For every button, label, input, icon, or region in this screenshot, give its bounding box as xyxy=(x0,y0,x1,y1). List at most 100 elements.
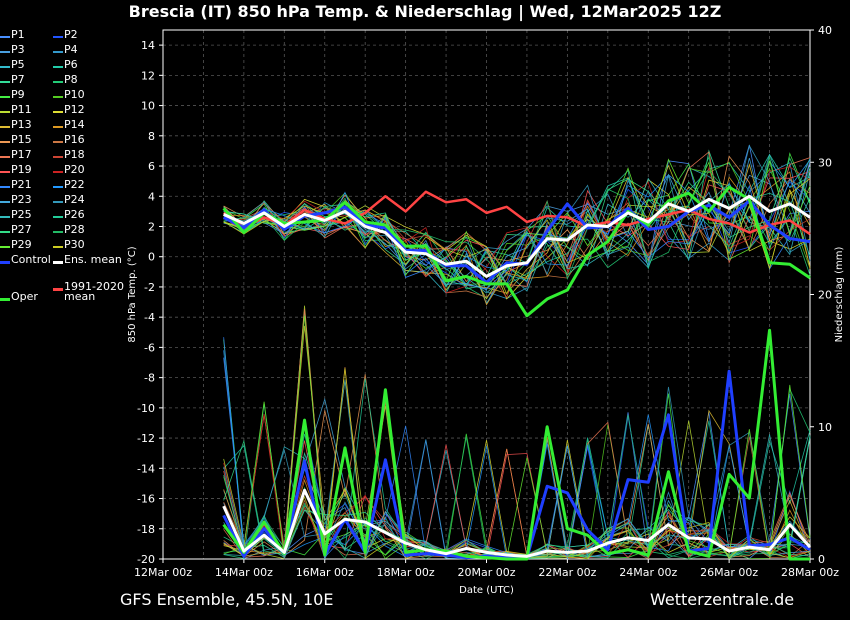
y-tick-label-left: -18 xyxy=(137,523,155,536)
legend-item: P18 xyxy=(53,148,85,163)
legend-item: P19 xyxy=(0,164,32,178)
ens-mean-precip-line xyxy=(222,488,812,558)
legend-label: Ens. mean xyxy=(64,253,122,266)
y-tick-label-right: 20 xyxy=(818,289,832,302)
legend-label: P15 xyxy=(11,133,32,146)
y-tick-label-left: -6 xyxy=(144,341,155,354)
legend-label: P11 xyxy=(11,103,32,116)
legend-swatch xyxy=(0,66,10,68)
legend-label: P3 xyxy=(11,43,25,56)
member-temp-line xyxy=(223,158,811,286)
legend-label: P5 xyxy=(11,58,25,71)
climate-mean-temp-line xyxy=(222,190,811,236)
ens-mean-temp-line xyxy=(223,194,811,278)
legend-label: P12 xyxy=(64,103,85,116)
legend-swatch xyxy=(53,287,63,291)
y-tick-label-left: 4 xyxy=(148,190,155,203)
legend-label: P6 xyxy=(64,58,78,71)
y-tick-label-left: 2 xyxy=(148,220,155,233)
legend-label: Oper xyxy=(11,290,38,303)
x-tick-label: 14Mar 00z xyxy=(215,566,273,579)
chart-title: Brescia (IT) 850 hPa Temp. & Niederschla… xyxy=(128,2,722,21)
legend-swatch xyxy=(53,186,63,188)
member-precip-line xyxy=(223,337,811,559)
legend-item: P6 xyxy=(53,58,78,73)
x-tick-label: 12Mar 00z xyxy=(134,566,192,579)
legend-label: P9 xyxy=(11,88,25,101)
y-tick-label-left: 8 xyxy=(148,130,155,143)
x-tick-label: 28Mar 00z xyxy=(781,566,839,579)
legend-item: P5 xyxy=(0,58,25,73)
legend-swatch xyxy=(0,171,10,173)
legend-swatch xyxy=(0,297,10,301)
legend-item: P27 xyxy=(0,223,32,238)
legend-label: P23 xyxy=(11,193,32,206)
legend-label: Control xyxy=(11,253,51,266)
legend-item: P26 xyxy=(53,208,85,223)
x-tick-label: 22Mar 00z xyxy=(538,566,596,579)
legend-swatch xyxy=(0,231,10,233)
legend-label: P27 xyxy=(11,223,32,236)
legend-item: P2 xyxy=(53,28,78,43)
legend-item: P23 xyxy=(0,193,32,208)
legend-label: P20 xyxy=(64,163,85,176)
member-temp-line xyxy=(223,156,811,285)
legend-item: P7 xyxy=(0,74,25,88)
legend-item: P20 xyxy=(53,163,85,178)
y-tick-label-left: 6 xyxy=(148,160,155,173)
legend-item: P15 xyxy=(0,133,32,148)
legend-item: P12 xyxy=(53,103,85,118)
legend-swatch xyxy=(53,81,63,83)
legend-label: P14 xyxy=(64,118,85,131)
legend-label: P26 xyxy=(64,208,85,221)
legend-swatch xyxy=(0,51,10,53)
legend-item: P30 xyxy=(53,238,85,253)
legend-item: P28 xyxy=(53,223,85,238)
legend-item: P11 xyxy=(0,103,32,118)
legend-label: P28 xyxy=(64,223,85,236)
legend-swatch xyxy=(53,126,63,128)
legend-swatch xyxy=(0,216,10,218)
y-tick-label-right: 0 xyxy=(818,553,825,566)
legend-swatch xyxy=(0,111,10,113)
legend-item: 1991-2020 mean xyxy=(53,281,124,302)
legend-item: P8 xyxy=(53,74,78,88)
legend-label: P29 xyxy=(11,238,32,251)
x-tick-label: 26Mar 00z xyxy=(700,566,758,579)
x-tick-label: 16Mar 00z xyxy=(296,566,354,579)
legend-item: P9 xyxy=(0,88,25,103)
model-info: GFS Ensemble, 45.5N, 10E xyxy=(120,590,334,609)
legend-swatch xyxy=(0,96,10,98)
legend-swatch xyxy=(0,156,10,158)
legend-swatch xyxy=(53,216,63,218)
legend-swatch xyxy=(0,186,10,188)
legend-label: P10 xyxy=(64,88,85,101)
legend-swatch xyxy=(0,246,10,248)
y-tick-label-left: -10 xyxy=(137,402,155,415)
legend-item: P24 xyxy=(53,194,85,208)
legend-label: P18 xyxy=(64,148,85,161)
legend-label: P25 xyxy=(11,208,32,221)
x-axis-label: Date (UTC) xyxy=(459,585,514,596)
x-tick-label: 18Mar 00z xyxy=(377,566,435,579)
member-temp-line xyxy=(223,155,811,283)
legend-swatch xyxy=(53,36,63,38)
legend-label: P4 xyxy=(64,43,78,56)
y-tick-label-left: 14 xyxy=(141,39,155,52)
legend-swatch xyxy=(0,141,10,143)
legend: P1 P2 P3 P4 P5 P6 P7 P8 P9 P10 P11 P12 P13 P14 P15 P16 P… xyxy=(0,28,130,320)
legend-label: P22 xyxy=(64,178,85,191)
y-tick-label-left: -14 xyxy=(137,462,155,475)
legend-swatch xyxy=(53,171,63,173)
legend-label: P2 xyxy=(64,28,78,41)
legend-swatch xyxy=(53,96,63,98)
legend-item: P22 xyxy=(53,178,85,193)
legend-label: P30 xyxy=(64,238,85,251)
y-tick-label-left: 10 xyxy=(141,100,155,113)
legend-swatch xyxy=(53,156,63,158)
legend-swatch xyxy=(53,201,63,203)
legend-item: P3 xyxy=(0,43,25,58)
member-temp-line xyxy=(223,153,811,294)
legend-item: Control xyxy=(0,253,51,268)
legend-swatch xyxy=(0,260,10,264)
